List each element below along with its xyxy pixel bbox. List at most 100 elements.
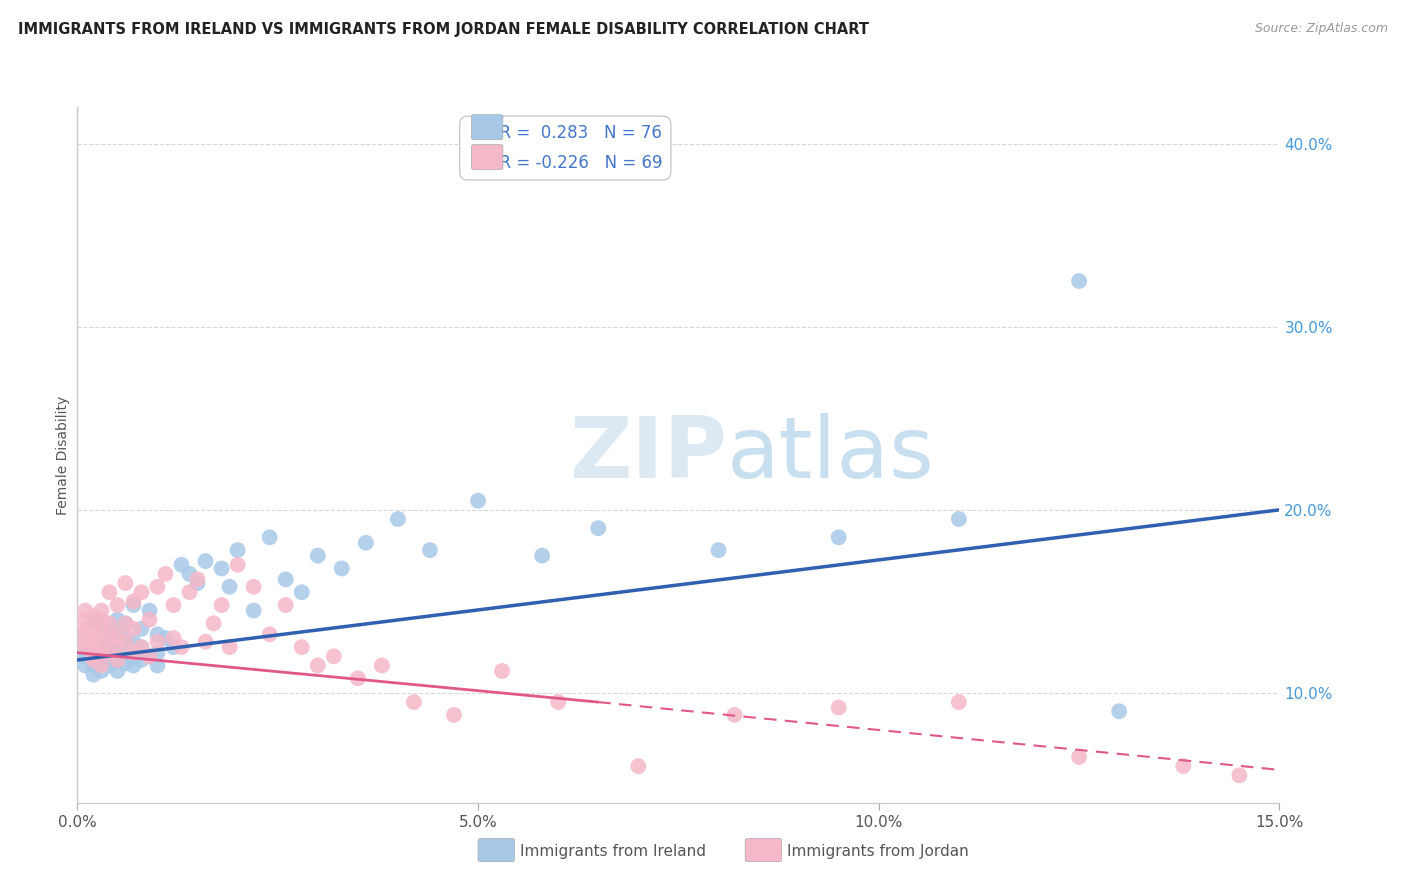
Point — [131, 585, 153, 599]
Point — [90, 634, 112, 648]
Point — [114, 631, 136, 645]
Point — [90, 622, 112, 636]
Point — [307, 549, 329, 563]
Point — [90, 627, 112, 641]
Point — [162, 640, 184, 655]
Point — [202, 616, 225, 631]
Point — [467, 493, 489, 508]
Point — [82, 649, 104, 664]
Point — [114, 646, 136, 660]
Point — [547, 695, 569, 709]
Point — [242, 580, 264, 594]
Point — [82, 640, 104, 655]
Point — [162, 631, 184, 645]
Point — [90, 657, 112, 671]
Point — [226, 558, 249, 572]
Point — [146, 658, 169, 673]
Point — [347, 671, 370, 685]
Point — [170, 640, 193, 655]
Point — [82, 667, 104, 681]
Point — [491, 664, 513, 678]
Point — [259, 627, 281, 641]
Text: R =  0.283   N = 76
      R = -0.226   N = 69: R = 0.283 N = 76 R = -0.226 N = 69 — [468, 124, 662, 171]
Point — [90, 649, 112, 664]
Point — [98, 640, 121, 655]
Point — [211, 561, 233, 575]
Point — [330, 561, 353, 575]
Point — [82, 658, 104, 673]
Point — [146, 646, 169, 660]
Point — [218, 580, 240, 594]
Point — [291, 585, 314, 599]
Point — [82, 627, 104, 641]
Point — [114, 634, 136, 648]
Point — [98, 631, 121, 645]
Point — [82, 634, 104, 648]
Point — [948, 512, 970, 526]
Point — [90, 653, 112, 667]
Text: IMMIGRANTS FROM IRELAND VS IMMIGRANTS FROM JORDAN FEMALE DISABILITY CORRELATION : IMMIGRANTS FROM IRELAND VS IMMIGRANTS FR… — [18, 22, 869, 37]
Point — [259, 530, 281, 544]
Point — [75, 631, 97, 645]
Point — [82, 634, 104, 648]
Text: ZIP: ZIP — [569, 413, 727, 497]
Point — [707, 543, 730, 558]
Point — [114, 616, 136, 631]
Point — [387, 512, 409, 526]
Point — [82, 653, 104, 667]
Point — [146, 580, 169, 594]
Point — [90, 634, 112, 648]
Point — [122, 622, 145, 636]
Point — [187, 576, 209, 591]
Point — [107, 627, 129, 641]
Point — [90, 603, 112, 617]
Point — [75, 603, 97, 617]
Point — [107, 653, 129, 667]
Point — [138, 649, 160, 664]
Text: Immigrants from Jordan: Immigrants from Jordan — [787, 845, 969, 859]
Point — [98, 631, 121, 645]
Point — [419, 543, 441, 558]
Point — [122, 598, 145, 612]
Point — [114, 576, 136, 591]
Point — [122, 646, 145, 660]
Point — [828, 530, 851, 544]
Point — [90, 658, 112, 673]
Point — [98, 616, 121, 631]
Point — [187, 573, 209, 587]
FancyBboxPatch shape — [471, 145, 503, 169]
Point — [146, 634, 169, 648]
Point — [354, 536, 377, 550]
Point — [322, 649, 344, 664]
Point — [107, 627, 129, 641]
Point — [75, 634, 97, 648]
Point — [90, 646, 112, 660]
Point — [75, 640, 97, 655]
Point — [828, 700, 851, 714]
Point — [155, 566, 177, 581]
Point — [226, 543, 249, 558]
Point — [122, 594, 145, 608]
Point — [274, 573, 297, 587]
Point — [194, 554, 217, 568]
Point — [723, 707, 745, 722]
Point — [75, 646, 97, 660]
Point — [242, 603, 264, 617]
Point — [82, 622, 104, 636]
Point — [82, 627, 104, 641]
Point — [131, 653, 153, 667]
Point — [131, 640, 153, 655]
Point — [82, 646, 104, 660]
Y-axis label: Female Disability: Female Disability — [56, 395, 70, 515]
Point — [114, 657, 136, 671]
FancyBboxPatch shape — [471, 115, 503, 140]
Point — [122, 649, 145, 664]
Point — [82, 625, 104, 640]
Point — [218, 640, 240, 655]
Point — [98, 622, 121, 636]
Point — [948, 695, 970, 709]
Point — [131, 622, 153, 636]
Point — [75, 658, 97, 673]
Point — [122, 658, 145, 673]
Point — [155, 631, 177, 645]
